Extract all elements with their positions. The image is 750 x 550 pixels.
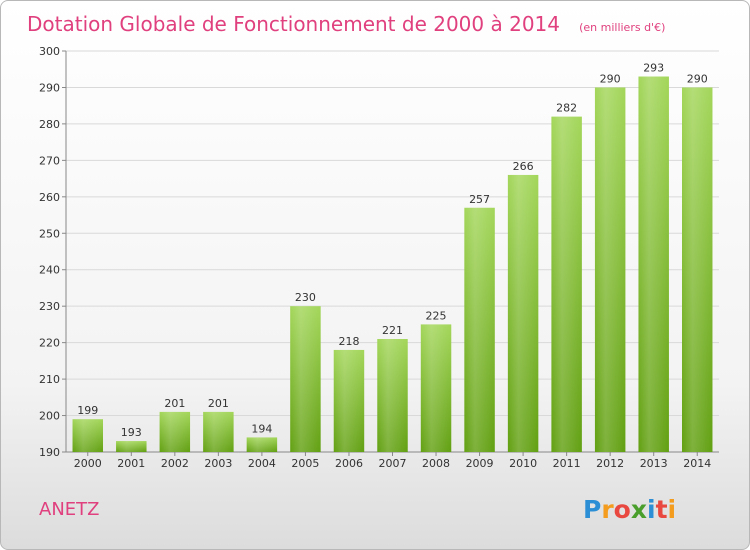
x-tick-label: 2006 — [335, 457, 363, 470]
x-tick-label: 2004 — [248, 457, 276, 470]
logo-letter: r — [601, 495, 614, 524]
x-tick-label: 2007 — [379, 457, 407, 470]
logo-letter: x — [631, 495, 647, 524]
x-tick-label: 2001 — [117, 457, 145, 470]
bar-shine — [72, 419, 104, 452]
chart-subtitle: (en milliers d'€) — [579, 21, 665, 34]
x-tick-label: 2000 — [74, 457, 102, 470]
logo-letter: t — [656, 495, 668, 524]
x-tick-label: 2013 — [640, 457, 668, 470]
y-tick-label: 260 — [39, 191, 60, 204]
value-label: 201 — [208, 397, 229, 410]
x-tick-label: 2012 — [596, 457, 624, 470]
value-label: 293 — [643, 62, 664, 75]
value-label: 194 — [251, 422, 272, 435]
bars: 199 193 201 201 194 230 218 221 225 257 266 282 290 2… — [72, 62, 713, 453]
bar-shine — [464, 207, 495, 452]
bar-shine — [116, 441, 147, 452]
commune-name: ANETZ — [39, 499, 99, 520]
proxiti-logo: Proxiti — [583, 495, 676, 524]
bar-shine — [290, 306, 321, 452]
value-label: 218 — [338, 335, 359, 348]
value-label: 290 — [600, 72, 621, 85]
x-tick-label: 2014 — [683, 457, 711, 470]
bar-shine — [507, 174, 539, 453]
value-label: 221 — [382, 324, 403, 337]
value-label: 201 — [164, 397, 185, 410]
logo-letter: o — [614, 495, 631, 524]
bar-shine — [159, 411, 191, 452]
y-tick-label: 280 — [39, 118, 60, 131]
y-tick-label: 230 — [39, 300, 60, 313]
x-axis: 2000 2001 2002 2003 2004 2005 2006 2007 2008 2009… — [74, 452, 711, 470]
y-tick-label: 290 — [39, 81, 60, 94]
value-label: 193 — [121, 426, 142, 439]
y-tick-label: 210 — [39, 373, 60, 386]
value-label: 225 — [426, 309, 447, 322]
bar-shine — [377, 338, 408, 452]
x-tick-label: 2010 — [509, 457, 537, 470]
bar-shine — [246, 437, 278, 452]
bar-shine — [638, 76, 669, 452]
logo-letter: i — [668, 495, 677, 524]
value-label: 290 — [687, 72, 708, 85]
y-tick-label: 220 — [39, 337, 60, 350]
x-tick-label: 2011 — [553, 457, 581, 470]
bar-shine — [551, 116, 582, 453]
x-tick-label: 2005 — [291, 457, 319, 470]
logo-letter: i — [647, 495, 656, 524]
y-tick-label: 240 — [39, 264, 60, 277]
x-tick-label: 2008 — [422, 457, 450, 470]
bar-shine — [420, 324, 452, 452]
bar-shine — [594, 87, 626, 453]
bar-shine — [333, 349, 365, 452]
chart-title: Dotation Globale de Fonctionnement de 20… — [27, 12, 665, 36]
y-tick-label: 200 — [39, 410, 60, 423]
chart-title-text: Dotation Globale de Fonctionnement de 20… — [27, 12, 560, 36]
value-label: 230 — [295, 291, 316, 304]
y-tick-label: 270 — [39, 154, 60, 167]
logo-letter: P — [583, 495, 601, 524]
value-label: 282 — [556, 102, 577, 115]
x-tick-label: 2002 — [161, 457, 189, 470]
bar-shine — [681, 87, 713, 453]
y-tick-label: 300 — [39, 45, 60, 58]
bar-shine — [203, 411, 234, 452]
y-tick-label: 250 — [39, 227, 60, 240]
value-label: 257 — [469, 193, 490, 206]
y-tick-label: 190 — [39, 446, 60, 459]
x-tick-label: 2003 — [204, 457, 232, 470]
value-label: 266 — [513, 160, 534, 173]
x-tick-label: 2009 — [466, 457, 494, 470]
value-label: 199 — [77, 404, 98, 417]
